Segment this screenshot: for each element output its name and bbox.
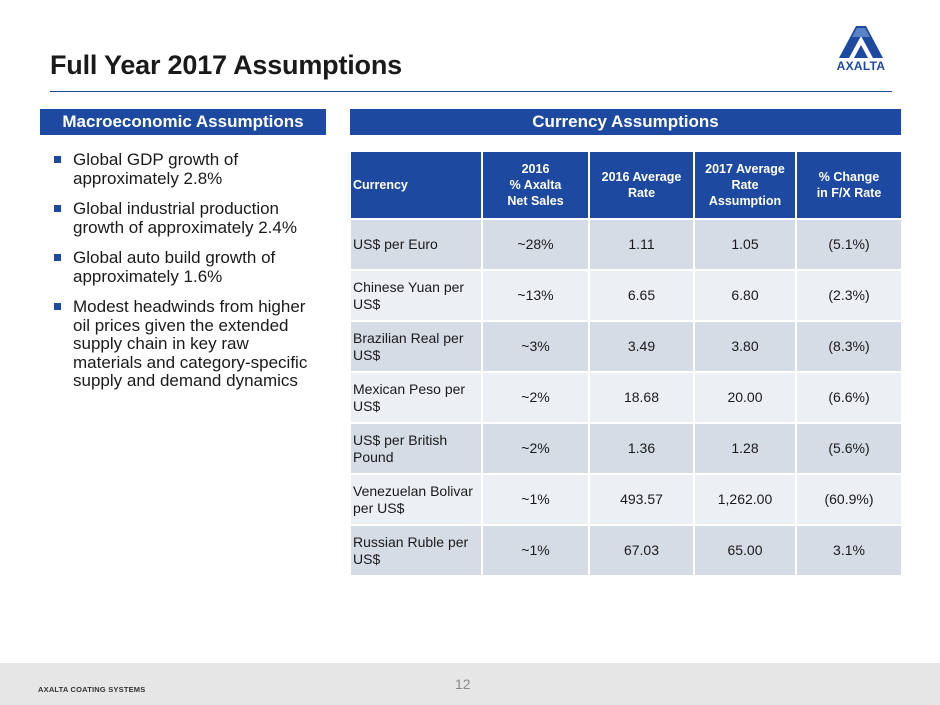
- table-row: Brazilian Real per US$ ~3% 3.49 3.80 (8.…: [351, 322, 901, 371]
- bullet-item: Modest headwinds from higher oil prices …: [52, 297, 322, 391]
- cell-2017-rate: 20.00: [695, 373, 795, 422]
- bullet-square-icon: [54, 303, 61, 310]
- macro-bullet-list: Global GDP growth of approximately 2.8% …: [52, 150, 322, 403]
- logo-wordmark: AXALTA: [836, 59, 886, 73]
- currency-table: Currency 2016% Axalta Net Sales 2016 Aver…: [349, 150, 903, 577]
- cell-2017-rate: 1.05: [695, 220, 795, 269]
- col-header-2017-rate: 2017 Average Rate Assumption: [695, 152, 795, 218]
- cell-change: (60.9%): [797, 475, 901, 524]
- cell-change: (5.6%): [797, 424, 901, 473]
- col-header-change: % Change in F/X Rate: [797, 152, 901, 218]
- currency-heading: Currency Assumptions: [350, 109, 901, 135]
- col-header-currency: Currency: [351, 152, 481, 218]
- cell-2016-rate: 1.11: [590, 220, 693, 269]
- cell-2016-rate: 3.49: [590, 322, 693, 371]
- bullet-item: Global industrial production growth of a…: [52, 199, 322, 237]
- table-header-row: Currency 2016% Axalta Net Sales 2016 Aver…: [351, 152, 901, 218]
- cell-change: (5.1%): [797, 220, 901, 269]
- table-row: Chinese Yuan per US$ ~13% 6.65 6.80 (2.3…: [351, 271, 901, 320]
- cell-currency: US$ per Euro: [351, 220, 481, 269]
- axalta-logo: AXALTA: [826, 22, 896, 78]
- title-divider: [50, 91, 892, 92]
- cell-currency: Brazilian Real per US$: [351, 322, 481, 371]
- cell-net-sales: ~1%: [483, 526, 588, 575]
- cell-net-sales: ~13%: [483, 271, 588, 320]
- table-row: US$ per British Pound ~2% 1.36 1.28 (5.6…: [351, 424, 901, 473]
- cell-change: (2.3%): [797, 271, 901, 320]
- cell-currency: Chinese Yuan per US$: [351, 271, 481, 320]
- cell-currency: Mexican Peso per US$: [351, 373, 481, 422]
- macro-heading: Macroeconomic Assumptions: [40, 109, 326, 135]
- table-row: Mexican Peso per US$ ~2% 18.68 20.00 (6.…: [351, 373, 901, 422]
- cell-2016-rate: 6.65: [590, 271, 693, 320]
- cell-change: 3.1%: [797, 526, 901, 575]
- cell-2017-rate: 1,262.00: [695, 475, 795, 524]
- bullet-square-icon: [54, 156, 61, 163]
- bullet-square-icon: [54, 205, 61, 212]
- cell-2016-rate: 1.36: [590, 424, 693, 473]
- cell-net-sales: ~28%: [483, 220, 588, 269]
- footer-company: AXALTA COATING SYSTEMS: [38, 685, 146, 694]
- cell-2016-rate: 18.68: [590, 373, 693, 422]
- cell-net-sales: ~2%: [483, 373, 588, 422]
- bullet-square-icon: [54, 254, 61, 261]
- table-row: Venezuelan Bolivar per US$ ~1% 493.57 1,…: [351, 475, 901, 524]
- cell-2017-rate: 6.80: [695, 271, 795, 320]
- page-number: 12: [455, 676, 471, 692]
- cell-change: (6.6%): [797, 373, 901, 422]
- cell-net-sales: ~2%: [483, 424, 588, 473]
- cell-currency: Venezuelan Bolivar per US$: [351, 475, 481, 524]
- col-header-2016-rate: 2016 Average Rate: [590, 152, 693, 218]
- cell-change: (8.3%): [797, 322, 901, 371]
- axalta-logo-icon: [839, 26, 883, 58]
- footer-bar: AXALTA COATING SYSTEMS 12: [0, 663, 940, 705]
- cell-2017-rate: 65.00: [695, 526, 795, 575]
- cell-2017-rate: 3.80: [695, 322, 795, 371]
- cell-2017-rate: 1.28: [695, 424, 795, 473]
- cell-net-sales: ~3%: [483, 322, 588, 371]
- page-title: Full Year 2017 Assumptions: [50, 50, 402, 80]
- bullet-item: Global auto build growth of approximatel…: [52, 248, 322, 286]
- cell-net-sales: ~1%: [483, 475, 588, 524]
- cell-2016-rate: 493.57: [590, 475, 693, 524]
- table-row: US$ per Euro ~28% 1.11 1.05 (5.1%): [351, 220, 901, 269]
- col-header-net-sales: 2016% Axalta Net Sales: [483, 152, 588, 218]
- cell-currency: US$ per British Pound: [351, 424, 481, 473]
- cell-2016-rate: 67.03: [590, 526, 693, 575]
- table-row: Russian Ruble per US$ ~1% 67.03 65.00 3.…: [351, 526, 901, 575]
- cell-currency: Russian Ruble per US$: [351, 526, 481, 575]
- bullet-item: Global GDP growth of approximately 2.8%: [52, 150, 322, 188]
